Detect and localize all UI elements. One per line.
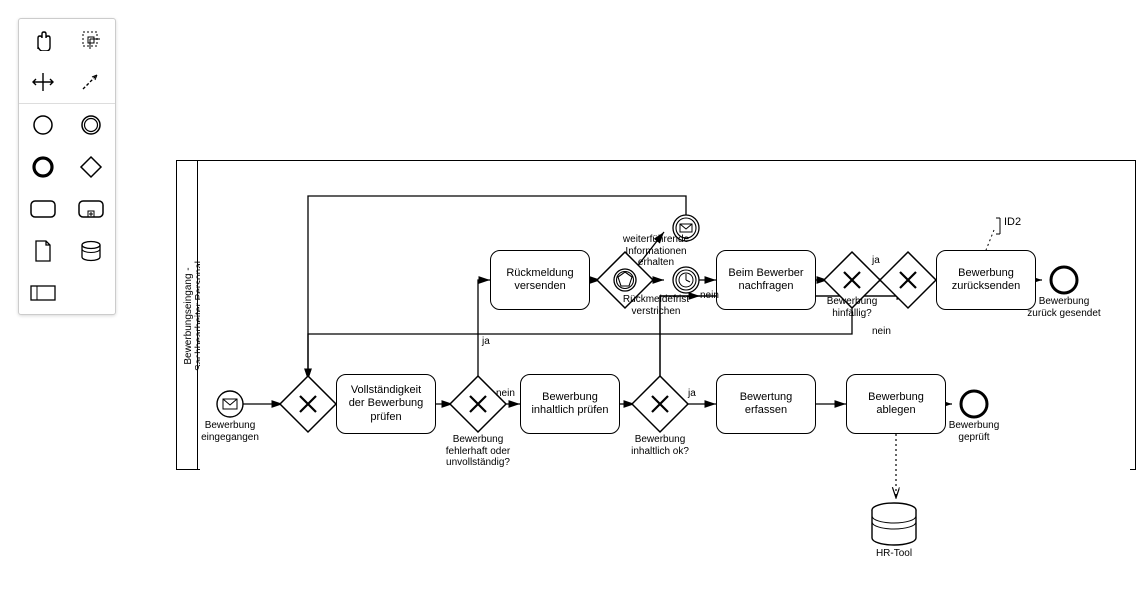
edge-label-nein-3: nein [872,326,891,337]
task-inhaltlich-pruefen[interactable]: Bewerbung inhaltlich prüfen [520,374,620,434]
edge-label-nein-2: nein [700,290,719,301]
task-bewerbung-zuruecksenden[interactable]: Bewerbung zurücksenden [936,250,1036,310]
end-event-1-label: Bewerbung geprüft [934,420,1014,443]
edge-label-nein-1: nein [496,388,515,399]
intermediate-info-label: weiterführende Informationen erhalten [611,234,701,269]
palette-data-object[interactable] [19,230,67,272]
task-bewertung-erfassen[interactable]: Bewertung erfassen [716,374,816,434]
space-tool[interactable] [19,61,67,103]
task-bewerbung-ablegen[interactable]: Bewerbung ablegen [846,374,946,434]
palette-empty [67,272,115,314]
palette-end-event[interactable] [19,146,67,188]
gateway-fehler-label: Bewerbung fehlerhaft oder unvollständig? [433,434,523,469]
gateway-hinf-label: Bewerbung hinfällig? [816,296,888,319]
edge-label-ja-2: ja [688,388,696,399]
task-rueckmeldung-versenden[interactable]: Rückmeldung versenden [490,250,590,310]
palette-pool[interactable] [19,272,67,314]
start-event-label: Bewerbung eingegangen [190,420,270,443]
lasso-tool[interactable] [67,19,115,61]
palette-task[interactable] [19,188,67,230]
palette-start-event[interactable] [19,104,67,146]
connect-tool[interactable] [67,61,115,103]
palette-intermediate-event[interactable] [67,104,115,146]
intermediate-timer-label: Rückmeldefrist verstrichen [613,294,699,317]
text-annotation-id2[interactable]: ID2 [1004,216,1021,228]
end-event-2-label: Bewerbung zurück gesendet [1024,296,1104,319]
edge-label-ja-3: ja [872,255,880,266]
bpmn-editor-canvas: Bewerbungseingang - Sachbearbeiter Perso… [0,0,1143,597]
palette-gateway[interactable] [67,146,115,188]
palette-data-store[interactable] [67,230,115,272]
hand-tool[interactable] [19,19,67,61]
edge-label-ja-1: ja [482,336,490,347]
data-store-hr-tool[interactable] [870,502,918,546]
data-store-label: HR-Tool [864,548,924,560]
tool-palette [18,18,116,315]
gateway-inh-label: Bewerbung inhaltlich ok? [620,434,700,457]
palette-subprocess[interactable] [67,188,115,230]
task-nachfragen[interactable]: Beim Bewerber nachfragen [716,250,816,310]
task-vollstaendigkeit-pruefen[interactable]: Vollständigkeit der Bewerbung prüfen [336,374,436,434]
